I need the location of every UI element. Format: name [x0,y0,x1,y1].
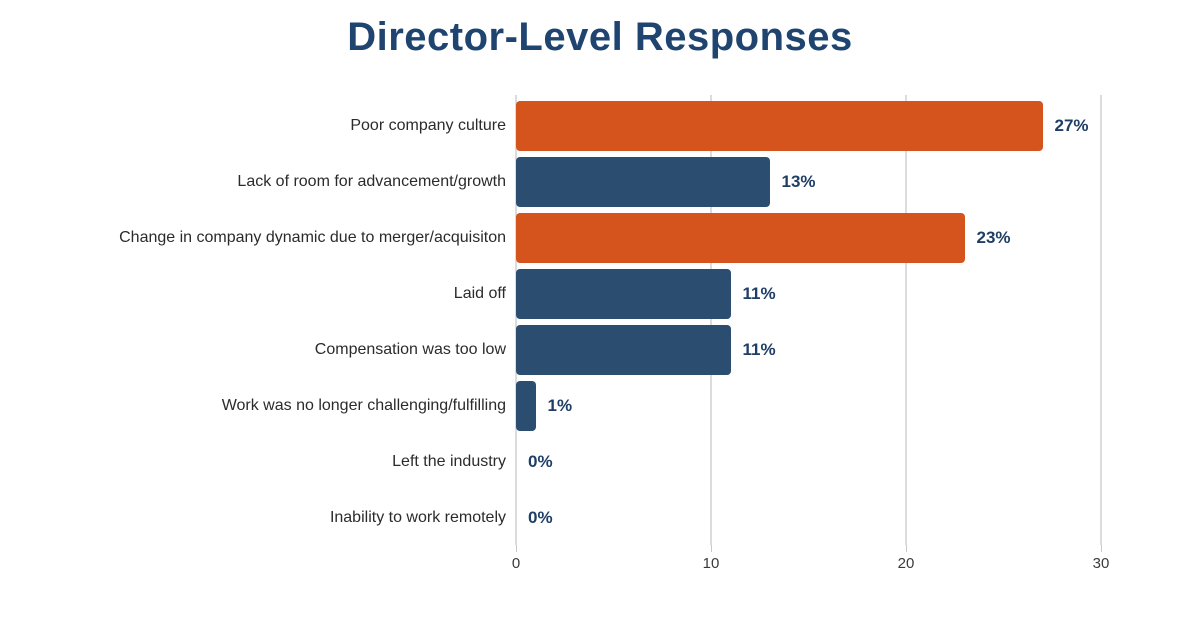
axis-tick [906,545,907,552]
gridline [1100,95,1102,545]
category-label: Laid off [453,285,506,302]
value-label: 1% [547,396,573,415]
plot-area: 0 10 20 30 [512,95,1109,572]
bar-row: Compensation was too low 11% [0,325,1200,375]
category-label: Left the industry [392,453,506,470]
bar [516,381,536,431]
value-label: 0% [528,508,553,527]
gridline [515,95,517,545]
bar-row: Left the industry 0% [0,437,1200,487]
bar-rows: Poor company culture 27% Lack of room for … [0,95,1200,545]
category-label: Compensation was too low [314,341,506,358]
value-label: 11% [742,284,776,303]
bar-row: Inability to work remotely 0% [0,493,1200,543]
value-label: 13% [781,172,816,191]
x-tick-label: 20 [897,555,915,572]
category-label: Work was no longer challenging/fulfillin… [221,397,506,414]
x-tick-label: 10 [702,555,720,572]
axis-tick [711,545,712,552]
value-label: 27% [1054,116,1089,135]
category-label: Poor company culture [350,117,506,134]
category-label: Inability to work remotely [329,509,506,526]
bar [516,157,770,207]
gridline [710,95,712,545]
x-tick-label: 30 [1092,555,1110,572]
chart-title: Director-Level Responses [347,15,853,59]
bar-row: Change in company dynamic due to merger/… [0,213,1200,263]
bar-row: Poor company culture 27% [0,101,1200,151]
axis-tick [516,545,517,552]
value-label: 23% [976,228,1011,247]
value-label: 0% [528,452,553,471]
category-label: Change in company dynamic due to merger/… [119,229,506,246]
bar-row: Work was no longer challenging/fulfillin… [0,381,1200,431]
gridline [905,95,907,545]
bar [516,269,731,319]
x-tick-label: 0 [511,555,521,572]
bar-row: Laid off 11% [0,269,1200,319]
bar [516,213,965,263]
bar-row: Lack of room for advancement/growth 13% [0,157,1200,207]
axis-tick [1101,545,1102,552]
value-label: 11% [742,340,776,359]
bar [516,101,1043,151]
bar [516,325,731,375]
category-label: Lack of room for advancement/growth [237,173,506,190]
